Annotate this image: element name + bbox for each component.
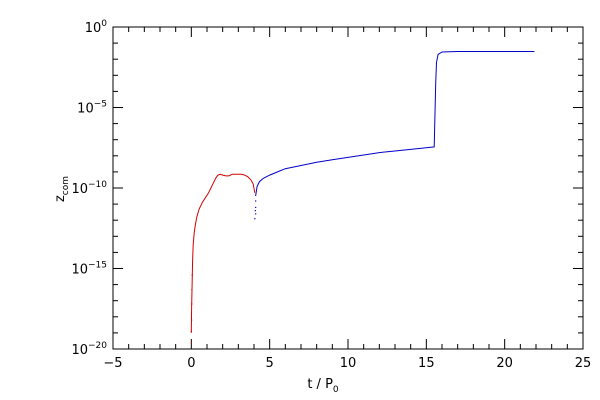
y-tick-label: 10−20 bbox=[71, 341, 107, 358]
y-axis-label: zcom bbox=[53, 176, 71, 202]
y-tick-label: 10−10 bbox=[71, 180, 107, 197]
x-tick-label: 15 bbox=[418, 356, 435, 371]
series-dot-1 bbox=[190, 330, 193, 332]
series-dot-1 bbox=[191, 303, 193, 305]
x-tick-label: 20 bbox=[496, 356, 513, 371]
x-axis-label: t / P0 bbox=[307, 377, 339, 395]
series-line-1 bbox=[190, 173, 256, 333]
series-dot-1 bbox=[191, 274, 193, 276]
series-layer bbox=[190, 51, 535, 344]
y-tick-label: 100 bbox=[85, 19, 108, 36]
y-tick-label: 10−5 bbox=[77, 100, 107, 117]
plot-frame bbox=[112, 26, 584, 350]
series-dot-2 bbox=[255, 206, 257, 209]
x-tick-label: 0 bbox=[187, 356, 195, 371]
series-dot-1 bbox=[191, 288, 193, 291]
series-dot-2 bbox=[254, 218, 256, 220]
x-tick-label: −5 bbox=[103, 356, 122, 371]
axis-ticks bbox=[112, 26, 584, 350]
series-dot-2 bbox=[255, 213, 257, 215]
x-tick-label: 10 bbox=[340, 356, 357, 371]
x-tick-label: 25 bbox=[575, 356, 592, 371]
y-tick-label: 10−15 bbox=[71, 261, 107, 278]
series-dot-2 bbox=[255, 200, 257, 202]
series-dot-1 bbox=[190, 319, 193, 321]
series-dot-1 bbox=[190, 342, 193, 344]
tick-labels: −5 0 5 10 15 20 25 100 10−5 10−10 10−15 10−20 bbox=[71, 19, 591, 371]
series-line-2 bbox=[255, 51, 535, 197]
series-dot-2 bbox=[254, 210, 256, 212]
x-tick-label: 5 bbox=[266, 356, 274, 371]
